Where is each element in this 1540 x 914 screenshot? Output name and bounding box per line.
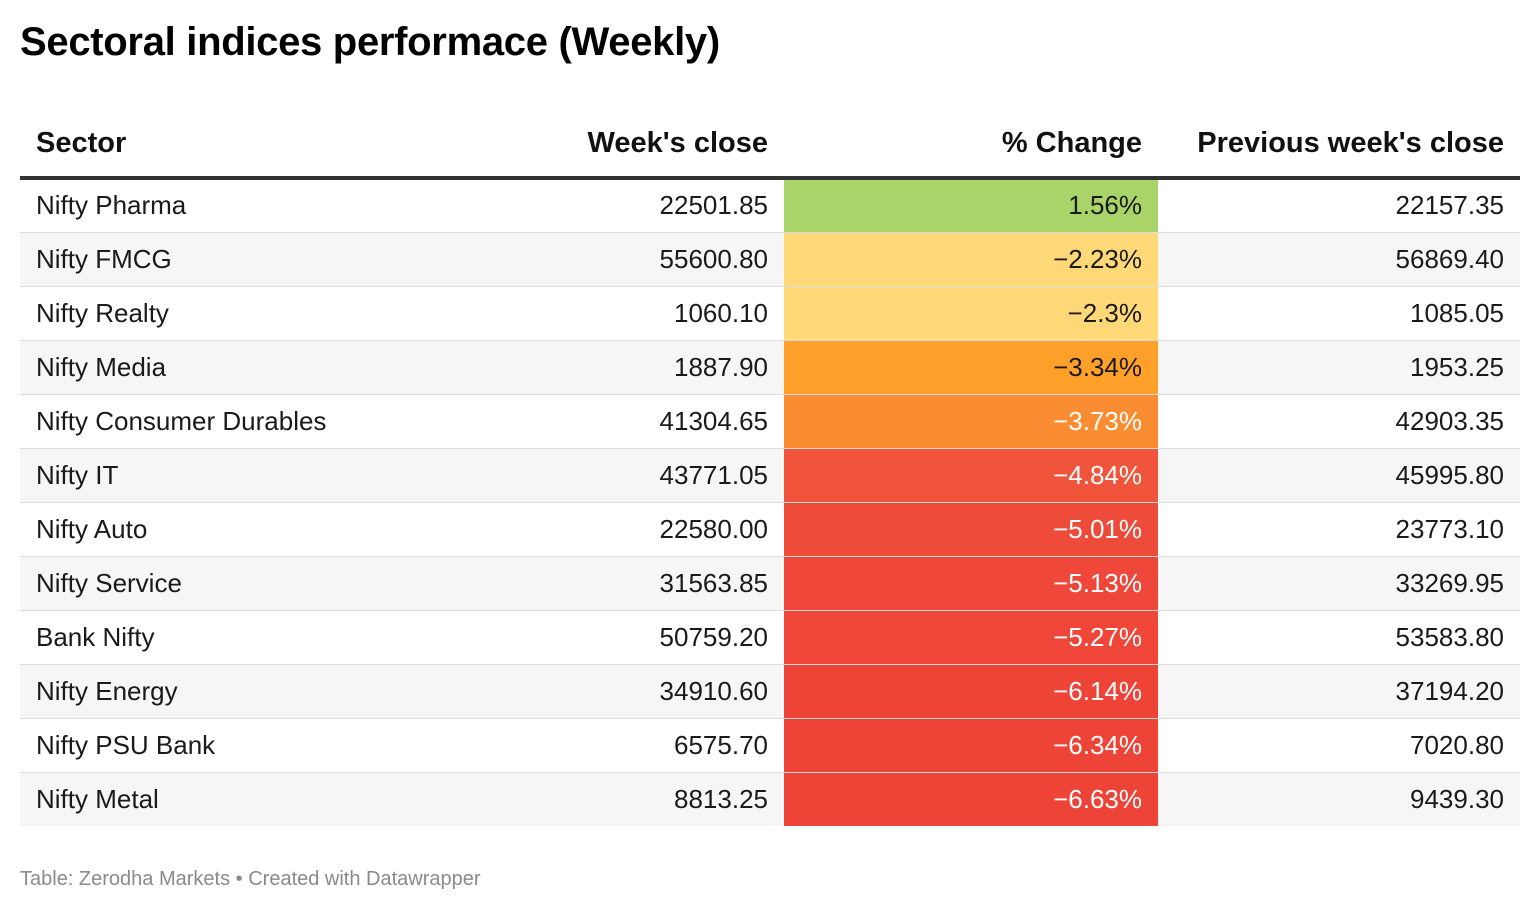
cell-percent-change: −6.34%	[784, 718, 1158, 773]
cell-weeks-close: 34910.60	[445, 664, 784, 719]
cell-previous-weeks-close: 22157.35	[1158, 178, 1520, 233]
cell-previous-weeks-close: 45995.80	[1158, 448, 1520, 503]
cell-previous-weeks-close: 53583.80	[1158, 610, 1520, 665]
header-percent-change[interactable]: % Change	[784, 110, 1158, 180]
cell-percent-change: −2.23%	[784, 232, 1158, 287]
cell-weeks-close: 22580.00	[445, 502, 784, 557]
table-row: Bank Nifty 50759.20 −5.27% 53583.80	[20, 610, 1520, 665]
table-row: Nifty Energy 34910.60 −6.14% 37194.20	[20, 664, 1520, 719]
cell-weeks-close: 41304.65	[445, 394, 784, 449]
table-row: Nifty IT 43771.05 −4.84% 45995.80	[20, 448, 1520, 503]
cell-weeks-close: 43771.05	[445, 448, 784, 503]
cell-sector: Nifty Pharma	[20, 178, 445, 233]
cell-previous-weeks-close: 37194.20	[1158, 664, 1520, 719]
header-row: Sector Week's close % Change Previous we…	[20, 110, 1520, 180]
header-sector[interactable]: Sector	[20, 110, 445, 180]
cell-percent-change: −5.13%	[784, 556, 1158, 611]
table-row: Nifty Pharma 22501.85 1.56% 22157.35	[20, 178, 1520, 233]
table-body: Nifty Pharma 22501.85 1.56% 22157.35 Nifty F…	[20, 178, 1520, 826]
table-row: Nifty Media 1887.90 −3.34% 1953.25	[20, 340, 1520, 395]
sector-performance-table: Sector Week's close % Change Previous we…	[20, 110, 1520, 826]
cell-previous-weeks-close: 56869.40	[1158, 232, 1520, 287]
cell-previous-weeks-close: 1085.05	[1158, 286, 1520, 341]
table-row: Nifty Metal 8813.25 −6.63% 9439.30	[20, 772, 1520, 826]
cell-weeks-close: 31563.85	[445, 556, 784, 611]
table-row: Nifty PSU Bank 6575.70 −6.34% 7020.80	[20, 718, 1520, 773]
cell-percent-change: −6.14%	[784, 664, 1158, 719]
cell-percent-change: −3.34%	[784, 340, 1158, 395]
cell-percent-change: −4.84%	[784, 448, 1158, 503]
chart-title: Sectoral indices performace (Weekly)	[20, 20, 720, 64]
source-footer: Table: Zerodha Markets • Created with Da…	[20, 868, 481, 890]
cell-weeks-close: 22501.85	[445, 178, 784, 233]
cell-weeks-close: 1060.10	[445, 286, 784, 341]
cell-previous-weeks-close: 1953.25	[1158, 340, 1520, 395]
cell-percent-change: −5.01%	[784, 502, 1158, 557]
table-row: Nifty Consumer Durables 41304.65 −3.73% 429…	[20, 394, 1520, 449]
header-weeks-close[interactable]: Week's close	[445, 110, 784, 180]
cell-sector: Nifty Metal	[20, 772, 445, 826]
cell-percent-change: −5.27%	[784, 610, 1158, 665]
cell-sector: Nifty Realty	[20, 286, 445, 341]
cell-sector: Nifty Auto	[20, 502, 445, 557]
cell-sector: Nifty Energy	[20, 664, 445, 719]
cell-previous-weeks-close: 9439.30	[1158, 772, 1520, 826]
cell-previous-weeks-close: 23773.10	[1158, 502, 1520, 557]
table-row: Nifty FMCG 55600.80 −2.23% 56869.40	[20, 232, 1520, 287]
cell-weeks-close: 8813.25	[445, 772, 784, 826]
cell-weeks-close: 55600.80	[445, 232, 784, 287]
cell-sector: Nifty PSU Bank	[20, 718, 445, 773]
cell-percent-change: −6.63%	[784, 772, 1158, 826]
cell-weeks-close: 50759.20	[445, 610, 784, 665]
cell-percent-change: 1.56%	[784, 178, 1158, 233]
cell-sector: Nifty IT	[20, 448, 445, 503]
cell-previous-weeks-close: 7020.80	[1158, 718, 1520, 773]
cell-sector: Nifty Media	[20, 340, 445, 395]
cell-sector: Bank Nifty	[20, 610, 445, 665]
header-previous-weeks-close[interactable]: Previous week's close	[1158, 110, 1520, 180]
cell-sector: Nifty FMCG	[20, 232, 445, 287]
table-row: Nifty Auto 22580.00 −5.01% 23773.10	[20, 502, 1520, 557]
cell-previous-weeks-close: 42903.35	[1158, 394, 1520, 449]
cell-previous-weeks-close: 33269.95	[1158, 556, 1520, 611]
cell-sector: Nifty Service	[20, 556, 445, 611]
cell-weeks-close: 1887.90	[445, 340, 784, 395]
cell-percent-change: −3.73%	[784, 394, 1158, 449]
table-row: Nifty Realty 1060.10 −2.3% 1085.05	[20, 286, 1520, 341]
table-row: Nifty Service 31563.85 −5.13% 33269.95	[20, 556, 1520, 611]
cell-weeks-close: 6575.70	[445, 718, 784, 773]
cell-percent-change: −2.3%	[784, 286, 1158, 341]
cell-sector: Nifty Consumer Durables	[20, 394, 445, 449]
